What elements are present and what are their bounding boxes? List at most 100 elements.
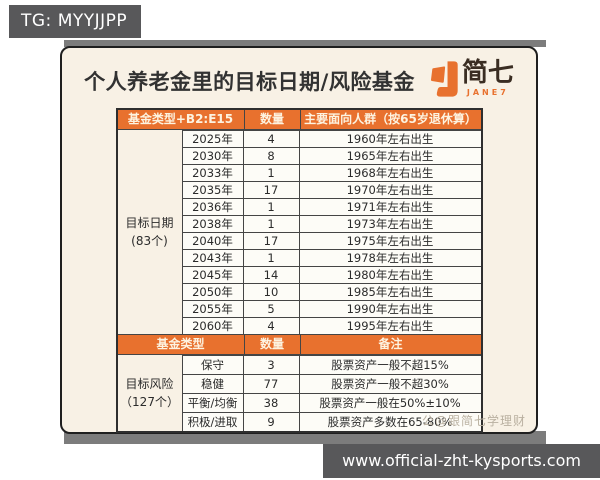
card-header: 个人养老金里的目标日期/风险基金 简七 JANE7 <box>62 58 536 104</box>
brand-name: 简七 <box>461 58 514 88</box>
audience-cell: 1990年左右出生 <box>346 302 434 316</box>
risk-level-cell: 稳健 <box>183 375 244 393</box>
group-label-target-risk: 目标风险 （127个） <box>117 355 183 431</box>
count-cell: 14 <box>244 267 300 283</box>
audience-cell: 1960年左右出生 <box>346 132 434 146</box>
target-risk-rows: 保守 3 股票资产一般不超15% 稳健 77 股票资产一般不超30% <box>182 355 481 431</box>
header-count: 数量 <box>245 110 301 129</box>
site-url-bar: www.official-zht-kysports.com <box>323 444 600 478</box>
page-title: 个人养老金里的目标日期/风险基金 <box>84 70 415 94</box>
year-cell: 2055年 <box>183 301 244 317</box>
group-label-line2: (83个) <box>131 234 168 248</box>
table-row: 2036年 1 1971年左右出生 <box>182 198 481 215</box>
risk-level-cell: 保守 <box>183 356 244 374</box>
table-row: 平衡/均衡 38 股票资产一般在50%±10% <box>182 393 481 412</box>
table-row: 2050年 10 1985年左右出生 <box>182 283 481 300</box>
count-cell: 1 <box>244 216 300 232</box>
note-cell: 股票资产一般不超15% <box>331 358 449 372</box>
header-note: 备注 <box>378 337 403 351</box>
jane7-logo-icon <box>429 60 459 102</box>
count-cell: 9 <box>244 413 300 431</box>
year-cell: 2038年 <box>183 216 244 232</box>
table-row: 2055年 5 1990年左右出生 <box>182 300 481 317</box>
year-cell: 2060年 <box>183 318 244 334</box>
count-cell: 4 <box>244 318 300 334</box>
audience-cell: 1968年左右出生 <box>346 166 434 180</box>
note-cell: 股票资产一般不超30% <box>331 377 449 391</box>
table-row: 保守 3 股票资产一般不超15% <box>182 355 481 374</box>
table-row: 2043年 1 1978年左右出生 <box>182 249 481 266</box>
count-cell: 77 <box>244 375 300 393</box>
site-url-text: www.official-zht-kysports.com <box>342 451 581 470</box>
table-row: 2025年 4 1960年左右出生 <box>182 130 481 147</box>
count-cell: 10 <box>244 284 300 300</box>
year-cell: 2050年 <box>183 284 244 300</box>
count-cell: 17 <box>244 182 300 198</box>
table-row: 2040年 17 1975年左右出生 <box>182 232 481 249</box>
target-date-body: 目标日期 (83个) 2025年 4 1960年左右出生 <box>117 129 481 334</box>
photo-edge-strip-top <box>64 40 546 47</box>
audience-cell: 1978年左右出生 <box>346 251 434 265</box>
year-cell: 2040年 <box>183 233 244 249</box>
year-cell: 2033年 <box>183 165 244 181</box>
group-label-line1: 目标日期 <box>125 216 174 230</box>
table-row: 2033年 1 1968年左右出生 <box>182 164 481 181</box>
audience-cell: 1980年左右出生 <box>346 268 434 282</box>
watermark: 公@跟简七学理财 <box>421 414 526 428</box>
audience-cell: 1985年左右出生 <box>346 285 434 299</box>
group-label-line1: 目标风险 <box>125 377 174 391</box>
note-cell: 股票资产多数在65-80% <box>327 415 453 429</box>
brand-logo: 简七 JANE7 <box>429 58 514 102</box>
header-fund-type: 基金类型+B2:E15 <box>118 110 245 129</box>
count-cell: 1 <box>244 165 300 181</box>
count-cell: 3 <box>244 356 300 374</box>
table-row: 2035年 17 1970年左右出生 <box>182 181 481 198</box>
brand-latin: JANE7 <box>466 88 509 98</box>
audience-cell: 1973年左右出生 <box>346 217 434 231</box>
target-date-rows: 2025年 4 1960年左右出生 2030年 8 1965年左右出生 <box>182 130 481 334</box>
count-cell: 38 <box>244 394 300 412</box>
table-row: 2045年 14 1980年左右出生 <box>182 266 481 283</box>
count-cell: 1 <box>244 199 300 215</box>
year-cell: 2035年 <box>183 182 244 198</box>
table-row: 稳健 77 股票资产一般不超30% <box>182 374 481 393</box>
year-cell: 2043年 <box>183 250 244 266</box>
table-row: 2060年 4 1995年左右出生 <box>182 317 481 334</box>
count-cell: 4 <box>244 131 300 147</box>
header-fund-type2: 基金类型 <box>118 335 245 354</box>
risk-level-cell: 平衡/均衡 <box>183 394 244 412</box>
count-cell: 17 <box>244 233 300 249</box>
year-cell: 2036年 <box>183 199 244 215</box>
table-row: 2030年 8 1965年左右出生 <box>182 147 481 164</box>
count-cell: 8 <box>244 148 300 164</box>
target-risk-table: 基金类型 数量 备注 目标风险 （127个） 保守 3 <box>117 334 481 431</box>
header-count2: 数量 <box>245 335 301 354</box>
count-cell: 1 <box>244 250 300 266</box>
header-audience: 主要面向人群（按65岁退休算） <box>304 112 477 126</box>
fund-tables: 基金类型+B2:E15 数量 主要面向人群（按65岁退休算） 目标日期 (83个… <box>115 108 483 433</box>
table-row: 2038年 1 1973年左右出生 <box>182 215 481 232</box>
audience-cell: 1975年左右出生 <box>346 234 434 248</box>
risk-level-cell: 积极/进取 <box>183 413 244 431</box>
audience-cell: 1995年左右出生 <box>346 319 434 333</box>
group-label-line2: （127个） <box>120 395 179 409</box>
year-cell: 2045年 <box>183 267 244 283</box>
year-cell: 2030年 <box>183 148 244 164</box>
audience-cell: 1965年左右出生 <box>346 149 434 163</box>
tg-handle-label: TG: MYYJJPP <box>21 11 128 31</box>
audience-cell: 1970年左右出生 <box>346 183 434 197</box>
audience-cell: 1971年左右出生 <box>346 200 434 214</box>
target-date-header-row: 基金类型+B2:E15 数量 主要面向人群（按65岁退休算） <box>117 110 481 129</box>
table-row: 积极/进取 9 股票资产多数在65-80% <box>182 412 481 431</box>
note-cell: 股票资产一般在50%±10% <box>319 396 461 410</box>
photo-edge-strip-bottom <box>64 431 546 444</box>
target-risk-header-row: 基金类型 数量 备注 <box>117 334 481 354</box>
year-cell: 2025年 <box>183 131 244 147</box>
target-risk-body: 目标风险 （127个） 保守 3 股票资产一般不超15% <box>117 354 481 431</box>
group-label-target-date: 目标日期 (83个) <box>117 130 183 334</box>
infographic-card: 个人养老金里的目标日期/风险基金 简七 JANE7 基金类型+B2:E15 <box>60 46 538 434</box>
brand-text: 简七 JANE7 <box>461 58 514 98</box>
count-cell: 5 <box>244 301 300 317</box>
tg-handle-bar: TG: MYYJJPP <box>9 5 142 38</box>
